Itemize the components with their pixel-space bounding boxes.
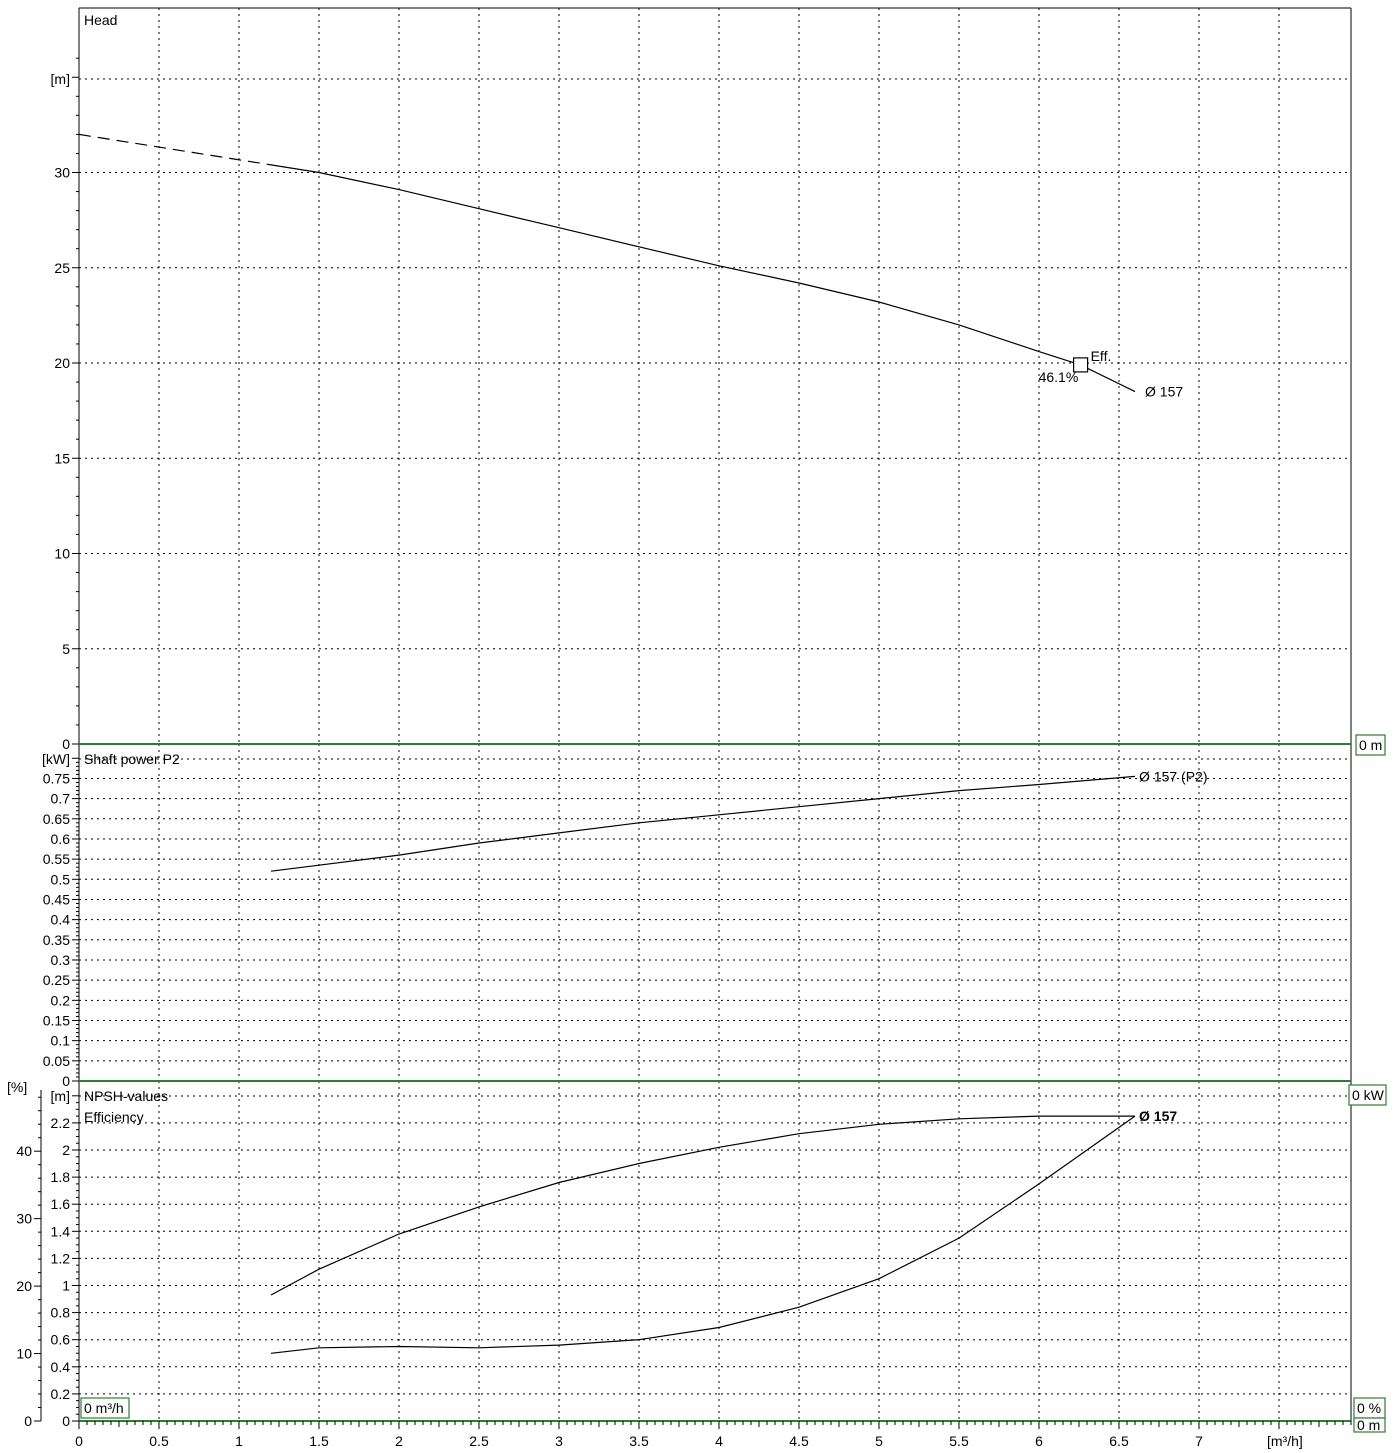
y-tick-label: 0.25 [43, 972, 70, 988]
y-tick-label: 10 [54, 546, 70, 562]
value-box-text: 0 m [1359, 737, 1382, 753]
x-tick-label: 1 [235, 1433, 243, 1449]
efficiency-tick-label: 40 [16, 1143, 32, 1159]
y-tick-label: 0 [62, 736, 70, 752]
x-tick-label: 4 [715, 1433, 723, 1449]
y-tick-label: 0.1 [51, 1033, 71, 1049]
y-tick-label: 0.7 [51, 791, 71, 807]
y-tick-label: 1.6 [51, 1196, 71, 1212]
y-tick-label: 25 [54, 260, 70, 276]
y-axis-label: [m] [51, 1088, 70, 1104]
x-tick-label: 7 [1195, 1433, 1203, 1449]
head-curve [270, 164, 1136, 393]
y-tick-label: 1.4 [51, 1223, 71, 1239]
y-tick-label: 0.75 [43, 770, 70, 786]
npsh-curve [270, 1115, 1136, 1354]
value-box [1353, 1417, 1386, 1433]
y-tick-label: 0.65 [43, 811, 70, 827]
y-tick-label: 2.2 [51, 1115, 71, 1131]
y-tick-label: 1 [62, 1278, 70, 1294]
value-box-text: 0 kW [1352, 1087, 1385, 1103]
y-tick-label: 0.2 [51, 992, 71, 1008]
y-tick-label: 1.2 [51, 1250, 71, 1266]
efficiency-tick-label: 0 [24, 1413, 32, 1429]
y-tick-label: 0 [62, 1073, 70, 1089]
y-tick-label: 30 [54, 165, 70, 181]
x-axis-label: [m³/h] [1267, 1433, 1303, 1449]
marker-label: Eff. [1091, 348, 1112, 364]
y-axis-label: [m] [51, 71, 70, 87]
y-tick-label: 0.05 [43, 1053, 70, 1069]
series-label: Ø 157 [1139, 1108, 1177, 1124]
x-tick-label: 1.5 [309, 1433, 329, 1449]
y-tick-label: 0.35 [43, 932, 70, 948]
y-tick-label: 0.3 [51, 952, 71, 968]
y-tick-label: 0.8 [51, 1305, 71, 1321]
value-box [1348, 1084, 1387, 1106]
x-tick-label: 6 [1035, 1433, 1043, 1449]
y-tick-label: 0.6 [51, 1332, 71, 1348]
y-tick-label: 0.5 [51, 871, 71, 887]
efficiency-marker [1072, 357, 1089, 373]
panel-title: Shaft power P2 [84, 751, 180, 767]
value-box-text: 0 % [1357, 1400, 1381, 1416]
x-tick-label: 0 [75, 1433, 83, 1449]
x-tick-label: 3 [555, 1433, 563, 1449]
series-label: Ø 157 [1145, 384, 1183, 400]
x-tick-label: 4.5 [789, 1433, 809, 1449]
y-tick-label: 0.55 [43, 851, 70, 867]
efficiency-axis-label: [%] [7, 1079, 27, 1095]
efficiency-tick-label: 20 [16, 1278, 32, 1294]
series-label: Ø 157 (P2) [1139, 768, 1207, 784]
y-tick-label: 1.8 [51, 1169, 71, 1185]
value-box [1355, 734, 1386, 756]
x-tick-label: 2 [395, 1433, 403, 1449]
x-tick-label: 0.5 [149, 1433, 169, 1449]
x-tick-label: 6.5 [1109, 1433, 1129, 1449]
head-extrapolation-line [78, 133, 272, 166]
y-axis-label: [kW] [42, 751, 70, 767]
y-tick-label: 0 [62, 1413, 70, 1429]
value-box-text: 0 m³/h [84, 1400, 124, 1416]
value-box [80, 1397, 130, 1419]
y-tick-label: 5 [62, 641, 70, 657]
y-tick-label: 0.45 [43, 891, 70, 907]
marker-value: 46.1% [1039, 369, 1079, 385]
x-tick-label: 5 [875, 1433, 883, 1449]
efficiency-tick-label: 30 [16, 1211, 32, 1227]
y-tick-label: 0.4 [51, 1359, 71, 1375]
efficiency-tick-label: 10 [16, 1346, 32, 1362]
y-tick-label: 20 [54, 355, 70, 371]
y-tick-label: 0.4 [51, 912, 71, 928]
panel-title: Head [84, 12, 117, 28]
x-tick-label: 3.5 [629, 1433, 649, 1449]
power-curve [270, 775, 1136, 872]
panel-subtitle: Efficiency [84, 1109, 144, 1125]
y-tick-label: 0.2 [51, 1386, 71, 1402]
y-tick-label: 0.15 [43, 1012, 70, 1028]
x-tick-label: 2.5 [469, 1433, 489, 1449]
y-tick-label: 15 [54, 450, 70, 466]
x-tick-label: 5.5 [949, 1433, 969, 1449]
efficiency-curve [270, 1115, 1135, 1296]
value-box-text: 0 m [1357, 1417, 1380, 1433]
y-tick-label: 0.6 [51, 831, 71, 847]
panel-title: NPSH-values [84, 1088, 168, 1104]
y-tick-label: 2 [62, 1142, 70, 1158]
